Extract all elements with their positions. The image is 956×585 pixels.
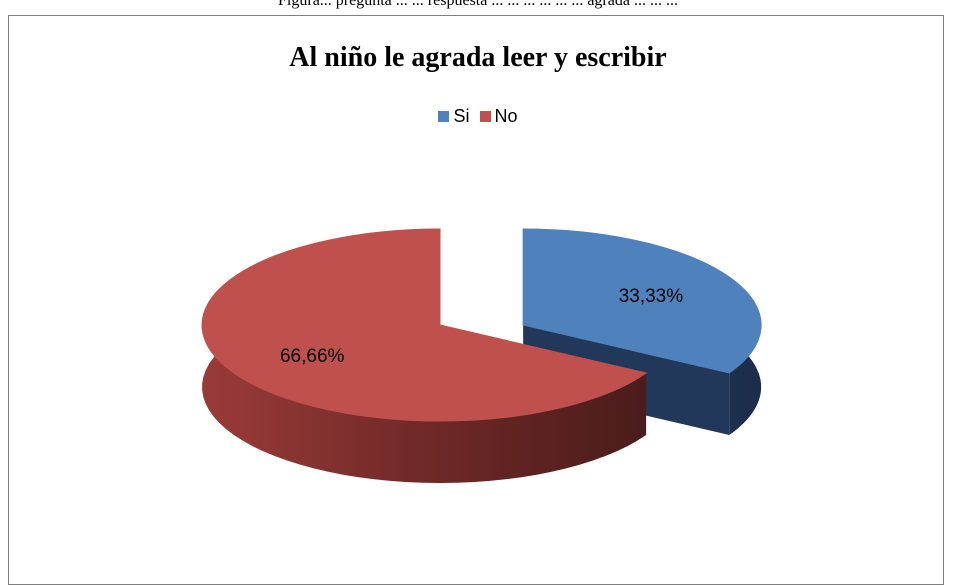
slice-top-no: [201, 228, 648, 422]
legend-label-si: Si: [453, 106, 470, 126]
chart-title: Al niño le agrada leer y escribir: [289, 42, 667, 73]
legend-item-si: Si: [438, 106, 470, 127]
legend-swatch-no: [479, 111, 491, 122]
legend: Si No: [0, 106, 956, 127]
clipped-caption: Figura... pregunta ... ... respuesta ...…: [278, 0, 678, 9]
legend-swatch-si: [438, 111, 450, 122]
chart-frame: [8, 15, 944, 585]
data-label-no: 66,66%: [280, 346, 345, 367]
legend-item-no: No: [479, 106, 518, 127]
data-label-si: 33,33%: [619, 286, 684, 307]
slice-no: [201, 228, 648, 483]
slice-top-si: [522, 228, 762, 374]
legend-label-no: No: [494, 106, 518, 126]
